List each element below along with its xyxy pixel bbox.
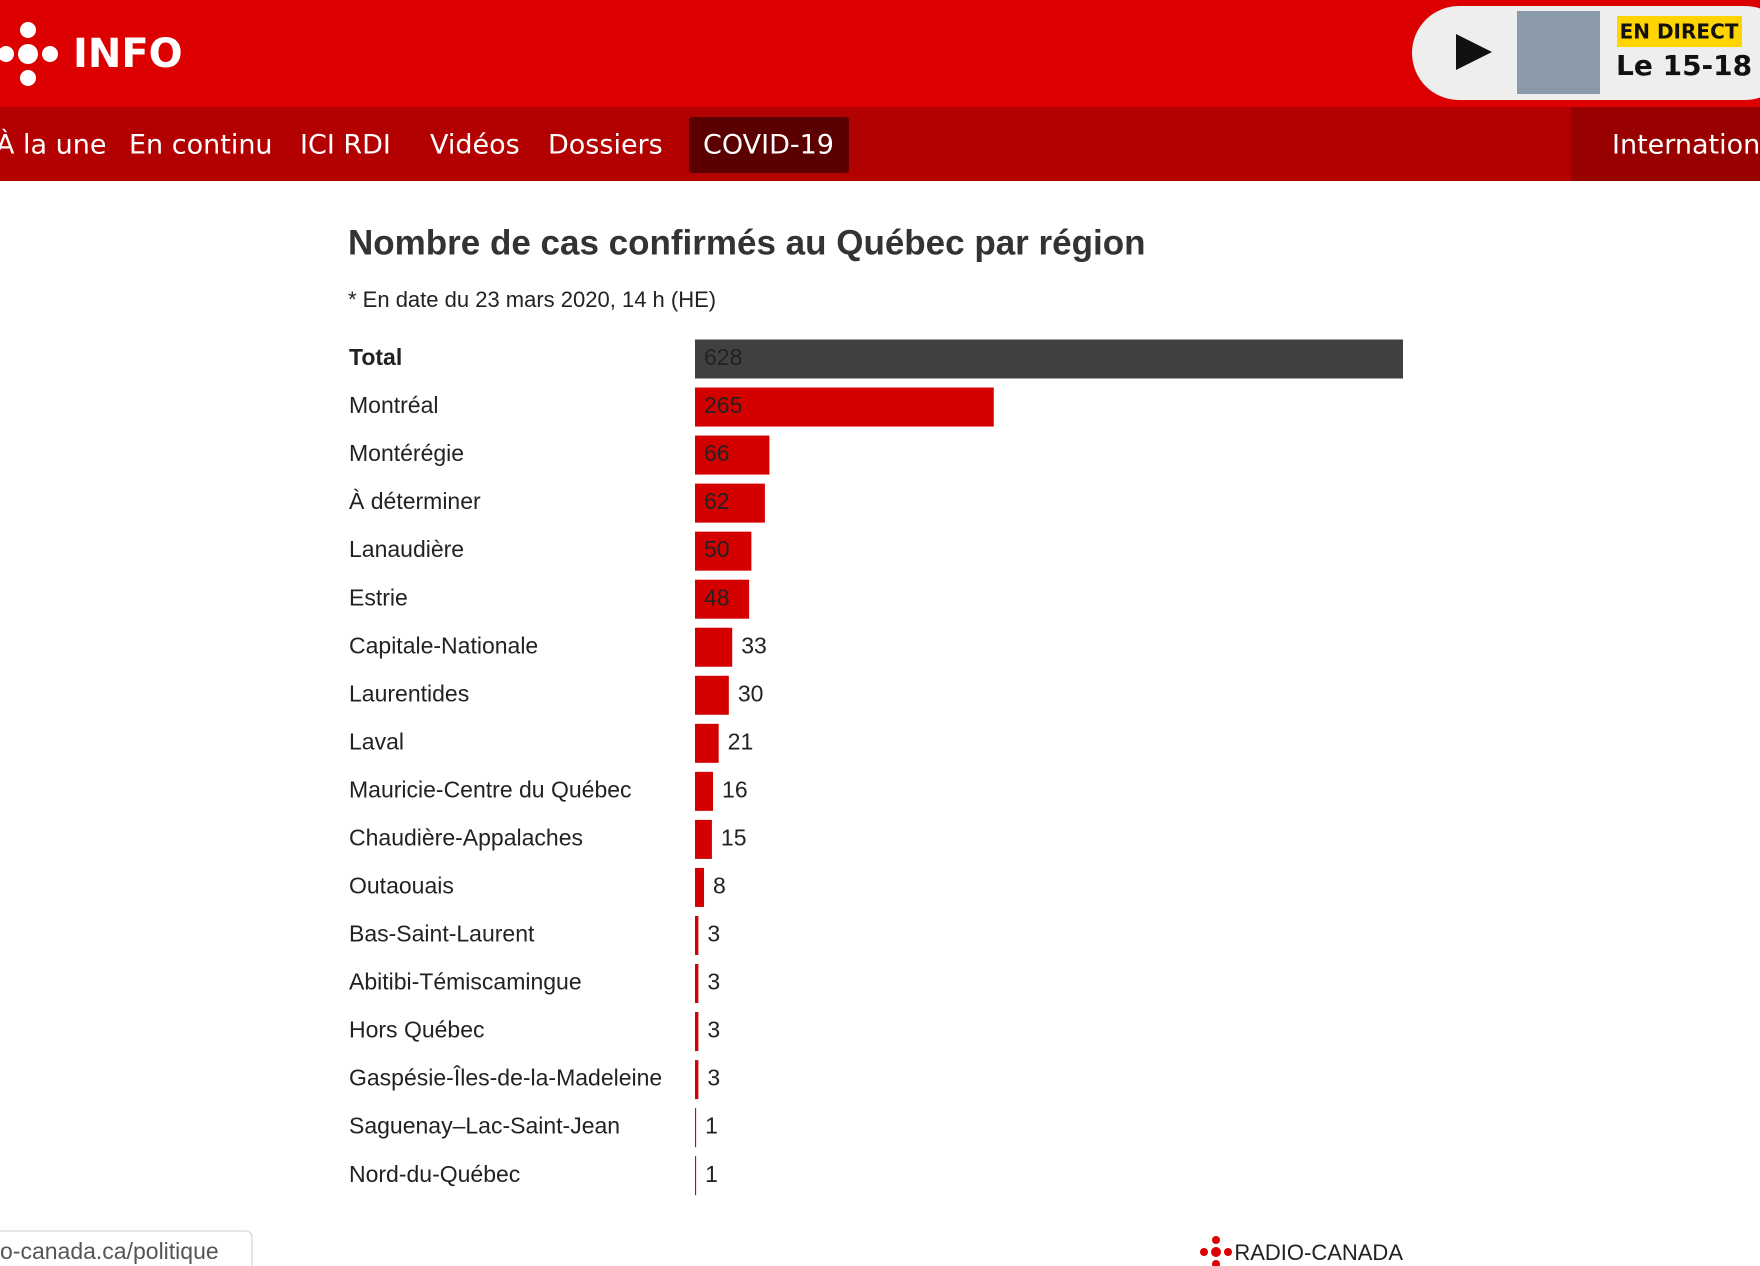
- category-label: Mauricie-Centre du Québec: [349, 776, 632, 802]
- logo-text[interactable]: INFO: [73, 31, 183, 77]
- status-url: o-canada.ca/politique: [0, 1238, 219, 1264]
- bar: [695, 339, 1403, 379]
- category-label: Gaspésie-Îles-de-la-Madeleine: [349, 1065, 662, 1091]
- value-label: 15: [721, 824, 747, 850]
- category-label: Abitibi-Témiscamingue: [349, 969, 582, 995]
- value-label: 21: [728, 728, 754, 754]
- chart-subtitle: * En date du 23 mars 2020, 14 h (HE): [348, 287, 716, 312]
- value-label: 3: [707, 1065, 720, 1091]
- value-label: 1: [705, 1161, 718, 1187]
- bar: [695, 964, 699, 1004]
- nav-item[interactable]: En continu: [129, 130, 273, 161]
- bar: [695, 723, 719, 763]
- category-label: Outaouais: [349, 873, 454, 899]
- bar: [695, 819, 712, 859]
- category-label: Bas-Saint-Laurent: [349, 921, 535, 947]
- category-label: Saguenay–Lac-Saint-Jean: [349, 1113, 620, 1139]
- nav-item[interactable]: COVID-19: [703, 130, 834, 161]
- nav-active: [689, 117, 849, 173]
- bar: [695, 579, 750, 619]
- bar: [695, 1156, 697, 1196]
- live-badge: EN DIRECT: [1620, 20, 1739, 44]
- value-label: 62: [704, 488, 730, 514]
- nav-bar: [0, 107, 1760, 181]
- bar: [695, 1060, 699, 1100]
- value-label: 30: [738, 680, 764, 706]
- bar: [695, 915, 699, 955]
- value-label: 48: [704, 584, 730, 610]
- cbc-logo: [0, 22, 58, 86]
- bar: [695, 627, 733, 667]
- bar: [695, 387, 994, 427]
- bar: [695, 675, 729, 715]
- value-label: 33: [741, 632, 767, 658]
- category-label: Montérégie: [349, 440, 464, 466]
- nav-item[interactable]: Vidéos: [430, 130, 520, 161]
- value-label: 16: [722, 776, 748, 802]
- category-label: Capitale-Nationale: [349, 632, 538, 658]
- host-photo: [1517, 11, 1600, 94]
- footer-brand[interactable]: RADIO-CANADA: [1234, 1240, 1403, 1265]
- category-label: Estrie: [349, 584, 408, 610]
- nav-item[interactable]: Dossiers: [548, 130, 663, 161]
- value-label: 66: [704, 440, 730, 466]
- value-label: 8: [713, 873, 726, 899]
- value-label: 1: [705, 1113, 718, 1139]
- bar: [695, 1012, 699, 1052]
- nav-right: [1571, 107, 1760, 181]
- category-label: À déterminer: [349, 488, 481, 514]
- footer-logo: [1200, 1236, 1232, 1266]
- category-label: Laval: [349, 728, 404, 754]
- value-label: 3: [707, 1017, 720, 1043]
- value-label: 628: [704, 344, 742, 370]
- value-label: 3: [707, 969, 720, 995]
- bar: [695, 531, 752, 571]
- nav-item[interactable]: Internation: [1612, 130, 1760, 161]
- bar: [695, 771, 714, 811]
- value-label: 3: [707, 921, 720, 947]
- bar: [695, 867, 705, 907]
- category-label: Montréal: [349, 392, 438, 418]
- chart-title: Nombre de cas confirmés au Québec par ré…: [348, 223, 1145, 262]
- category-label: Chaudière-Appalaches: [349, 824, 583, 850]
- play-icon[interactable]: [1456, 34, 1492, 70]
- category-label: Nord-du-Québec: [349, 1161, 520, 1187]
- category-label: Hors Québec: [349, 1017, 485, 1043]
- status-bar: [0, 1230, 253, 1266]
- value-label: 50: [704, 536, 730, 562]
- category-label: Total: [349, 344, 402, 370]
- bar: [695, 1108, 697, 1148]
- nav-item[interactable]: ICI RDI: [300, 130, 391, 161]
- category-label: Lanaudière: [349, 536, 464, 562]
- live-show[interactable]: Le 15-18: [1616, 49, 1752, 82]
- value-label: 265: [704, 392, 742, 418]
- bar: [695, 483, 765, 523]
- nav-item[interactable]: À la une: [0, 129, 107, 161]
- bar: [695, 435, 770, 475]
- live-badge-bg: [1617, 16, 1742, 47]
- category-label: Laurentides: [349, 680, 469, 706]
